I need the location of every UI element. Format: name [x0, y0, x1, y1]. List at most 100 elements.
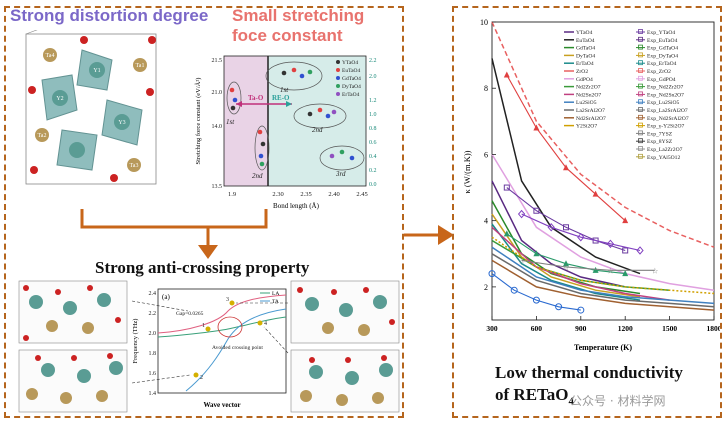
distortion-title: Strong distortion degree: [10, 6, 209, 25]
exp-series-line: [521, 259, 655, 271]
dashed-pointer: [263, 326, 289, 354]
x-tick-label: 600: [531, 324, 543, 333]
series-line: [491, 253, 715, 308]
dispersion-frame: [157, 288, 287, 394]
thermal-conductivity-chart: ☆ ☆ ☆ ☆ 2 4 6 8 10 300 600 900 1200 1500 1800 Temper…: [462, 18, 720, 352]
crystal-structure-image: Y1 Y2 Y3 Ta1 Ta2 Ta3 Ta4: [25, 30, 157, 185]
experimental-series: ☆ ☆ ☆ ☆: [488, 71, 658, 314]
y-ticks: 2 4 6 8 10: [480, 18, 496, 292]
legend-label: YTaO4: [342, 60, 358, 66]
right-panel: [452, 6, 722, 418]
legend-label: Exp_Nd2Sn2O7: [647, 92, 684, 98]
legend-marker: [638, 68, 643, 73]
y-tick: 21.0: [212, 90, 223, 96]
exp-point: [563, 164, 569, 171]
atom-label: Ta1: [136, 63, 145, 69]
atom-label: Ta3: [130, 163, 139, 169]
series-line: [491, 226, 670, 301]
legend-label: Exp_γ-Y2Si2O7: [647, 124, 684, 130]
dispersion-branch: [157, 316, 287, 338]
series-line: [491, 154, 715, 291]
mode-label: 3: [226, 297, 229, 303]
exp-point: ☆: [562, 263, 569, 272]
exp-series-line: [506, 187, 626, 252]
exp-point: [606, 239, 615, 249]
cluster-ellipse: [265, 61, 323, 91]
y-tick-label: 10: [480, 18, 488, 27]
atom-label: Y3: [118, 120, 125, 126]
legend-label: Exp_8YSZ: [647, 139, 673, 145]
y-tick: 21.5: [212, 58, 223, 64]
legend-label: Nd2Sn2O7: [576, 92, 601, 98]
x-tick-label: 1500: [662, 324, 677, 333]
series-line: [491, 180, 626, 288]
legend-label: Exp_Lu2SiO5: [647, 100, 680, 106]
legend-label: Exp_7YSZ: [647, 131, 673, 137]
down-arrow: [80, 209, 268, 259]
ann-2nd-left: 2nd: [252, 172, 263, 180]
legend-label: Exp_ZrO2: [647, 69, 671, 75]
plot-frame: [223, 55, 367, 187]
y-tick: 2.0: [149, 331, 157, 337]
legend-marker: [638, 153, 643, 159]
legend-label: Exp_GdPO4: [647, 77, 676, 83]
y2-tick: 0.4: [369, 154, 377, 160]
legend-marker: [638, 75, 643, 81]
legend-marker: [638, 83, 643, 89]
legend-label: ErTaO4: [342, 92, 360, 98]
legend-marker: [638, 91, 643, 97]
mode-label: 2: [200, 375, 203, 381]
exp-point: [563, 224, 569, 231]
y2-tick: 2.0: [369, 74, 377, 80]
cluster-ellipse: [254, 125, 270, 171]
exp-point: ☆: [651, 266, 658, 275]
atom-label: Y1: [93, 68, 100, 74]
series-line: [491, 246, 715, 305]
legend-label: Exp_DyTaO4: [647, 53, 678, 59]
y-axis-label: κ (W/(m.K)): [462, 150, 472, 193]
series-line: [491, 239, 670, 291]
legend-label: Exp_Nd2SrAl2O7: [647, 116, 689, 122]
legend-label: Exp_Nd2Zr2O7: [647, 85, 684, 91]
x-tick: 2.30: [272, 191, 283, 198]
exp-point: [533, 124, 540, 131]
y-tick-label: 2: [484, 283, 488, 292]
ann-1st-left: 1st: [226, 118, 235, 126]
legend-marker: [638, 44, 643, 50]
legend-label: GdTaO4: [576, 46, 595, 52]
atoms: [28, 36, 156, 182]
arrow-head: [236, 101, 242, 107]
y-tick: 2.2: [149, 311, 157, 317]
re-o-region: [268, 56, 366, 186]
exp-point: [547, 223, 555, 232]
ta-o-label: Ta-O: [248, 94, 264, 102]
legend-label: DyTaO4: [576, 53, 595, 59]
legend-marker: [638, 36, 643, 42]
x-tick: 1.9: [228, 191, 236, 198]
crossing-ellipse: [217, 316, 243, 338]
ann-2nd-right: 2nd: [312, 126, 323, 134]
legend-label: LA: [272, 291, 279, 297]
legend-marker: [638, 52, 643, 58]
exp-point: [622, 247, 629, 254]
exp-point: [533, 250, 540, 257]
watermark: 公众号 · 材料学网: [570, 394, 666, 408]
ann-3rd: 3rd: [335, 170, 346, 178]
dashed-pointer: [131, 300, 189, 312]
y-axis-label: Stretching force constant (eV/Å²): [194, 78, 202, 165]
y-tick: 13.5: [212, 184, 223, 190]
dispersion-branch: [185, 308, 287, 392]
exp-point: [577, 306, 585, 314]
y2-tick: 2.2: [369, 58, 377, 64]
left-panel: [4, 6, 404, 418]
cluster-ellipse: [226, 81, 242, 115]
exp-point: [532, 296, 540, 304]
y2-tick: 0.6: [369, 140, 377, 146]
series-line: [491, 200, 641, 295]
legend-label: GdTaO4: [342, 76, 361, 82]
cluster-ellipse: [319, 145, 365, 171]
scatter-points: [229, 67, 355, 167]
y2-tick: 1.0: [369, 112, 377, 118]
legend-label: Y2Si2O7: [576, 124, 597, 130]
